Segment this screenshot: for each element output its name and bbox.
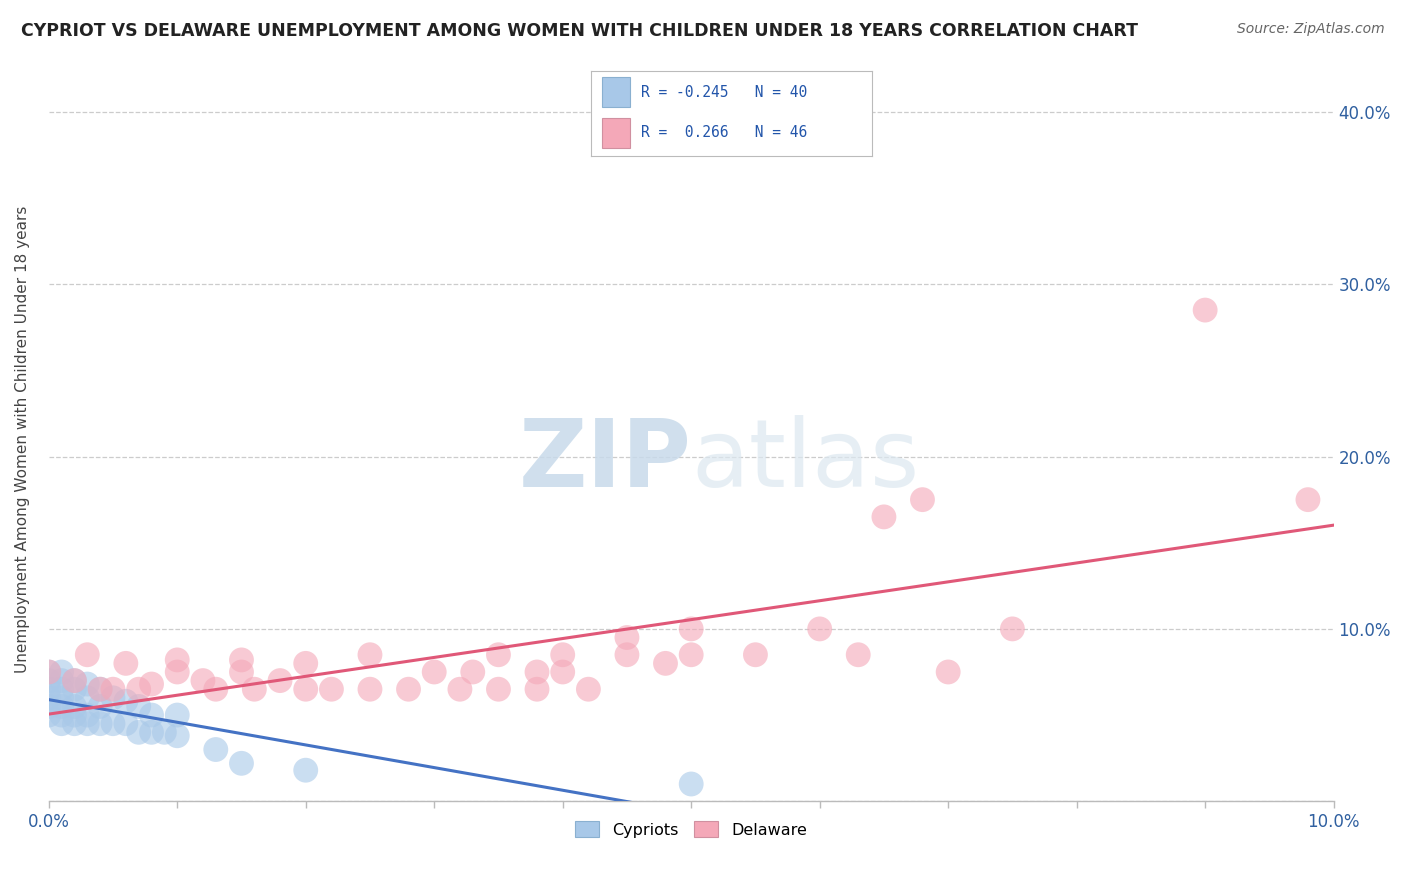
Point bbox=[616, 648, 638, 662]
Point bbox=[243, 682, 266, 697]
Point bbox=[76, 648, 98, 662]
Point bbox=[423, 665, 446, 679]
Point bbox=[115, 694, 138, 708]
Legend: Cypriots, Delaware: Cypriots, Delaware bbox=[569, 814, 814, 844]
Point bbox=[38, 665, 60, 679]
Point bbox=[873, 509, 896, 524]
Point bbox=[294, 763, 316, 777]
Point bbox=[63, 699, 86, 714]
Point bbox=[359, 648, 381, 662]
Point bbox=[115, 657, 138, 671]
Point bbox=[101, 716, 124, 731]
Point bbox=[128, 725, 150, 739]
Point bbox=[449, 682, 471, 697]
Point bbox=[576, 682, 599, 697]
Point bbox=[38, 690, 60, 705]
Point bbox=[141, 725, 163, 739]
Point bbox=[63, 682, 86, 697]
FancyBboxPatch shape bbox=[602, 78, 630, 107]
Point bbox=[204, 682, 226, 697]
Point bbox=[51, 699, 73, 714]
Point bbox=[141, 708, 163, 723]
Point bbox=[63, 673, 86, 688]
Point bbox=[526, 665, 548, 679]
Point bbox=[89, 699, 111, 714]
Point bbox=[38, 682, 60, 697]
Point bbox=[63, 708, 86, 723]
Point bbox=[488, 682, 510, 697]
Point bbox=[1001, 622, 1024, 636]
Point bbox=[63, 716, 86, 731]
Point bbox=[128, 699, 150, 714]
Point bbox=[911, 492, 934, 507]
Point bbox=[359, 682, 381, 697]
Point bbox=[1194, 303, 1216, 318]
Point bbox=[76, 677, 98, 691]
Point bbox=[101, 682, 124, 697]
Point bbox=[51, 690, 73, 705]
FancyBboxPatch shape bbox=[602, 118, 630, 147]
Point bbox=[294, 657, 316, 671]
Point bbox=[89, 682, 111, 697]
Point bbox=[488, 648, 510, 662]
Point bbox=[166, 708, 188, 723]
Point bbox=[551, 648, 574, 662]
Point bbox=[166, 729, 188, 743]
Point bbox=[808, 622, 831, 636]
Point bbox=[269, 673, 291, 688]
Point bbox=[76, 716, 98, 731]
Point bbox=[846, 648, 869, 662]
Point bbox=[89, 682, 111, 697]
Point bbox=[153, 725, 176, 739]
Point bbox=[141, 677, 163, 691]
Point bbox=[654, 657, 676, 671]
Text: R = -0.245   N = 40: R = -0.245 N = 40 bbox=[641, 85, 807, 100]
Point bbox=[51, 673, 73, 688]
Point bbox=[744, 648, 766, 662]
Point bbox=[38, 699, 60, 714]
Point bbox=[76, 708, 98, 723]
Point bbox=[231, 665, 253, 679]
Text: Source: ZipAtlas.com: Source: ZipAtlas.com bbox=[1237, 22, 1385, 37]
Text: CYPRIOT VS DELAWARE UNEMPLOYMENT AMONG WOMEN WITH CHILDREN UNDER 18 YEARS CORREL: CYPRIOT VS DELAWARE UNEMPLOYMENT AMONG W… bbox=[21, 22, 1137, 40]
Point bbox=[294, 682, 316, 697]
Point bbox=[166, 665, 188, 679]
Point bbox=[321, 682, 343, 697]
Text: ZIP: ZIP bbox=[519, 415, 692, 507]
Point bbox=[231, 756, 253, 771]
Point bbox=[89, 716, 111, 731]
Point bbox=[76, 690, 98, 705]
Point bbox=[63, 673, 86, 688]
Point bbox=[204, 742, 226, 756]
Text: R =  0.266   N = 46: R = 0.266 N = 46 bbox=[641, 125, 807, 140]
Point bbox=[551, 665, 574, 679]
Point bbox=[38, 673, 60, 688]
Point bbox=[51, 665, 73, 679]
Point bbox=[115, 716, 138, 731]
Point bbox=[616, 631, 638, 645]
Point bbox=[51, 708, 73, 723]
Point bbox=[681, 777, 703, 791]
Point bbox=[51, 682, 73, 697]
Point bbox=[166, 653, 188, 667]
Point bbox=[38, 708, 60, 723]
Point bbox=[38, 665, 60, 679]
Point bbox=[461, 665, 484, 679]
Point bbox=[128, 682, 150, 697]
Y-axis label: Unemployment Among Women with Children Under 18 years: Unemployment Among Women with Children U… bbox=[15, 206, 30, 673]
Point bbox=[101, 690, 124, 705]
Point bbox=[681, 622, 703, 636]
Point bbox=[191, 673, 214, 688]
Point bbox=[526, 682, 548, 697]
Point bbox=[398, 682, 420, 697]
Point bbox=[936, 665, 959, 679]
Point bbox=[231, 653, 253, 667]
Point bbox=[681, 648, 703, 662]
Text: atlas: atlas bbox=[692, 415, 920, 507]
Point bbox=[51, 716, 73, 731]
Point bbox=[1296, 492, 1319, 507]
